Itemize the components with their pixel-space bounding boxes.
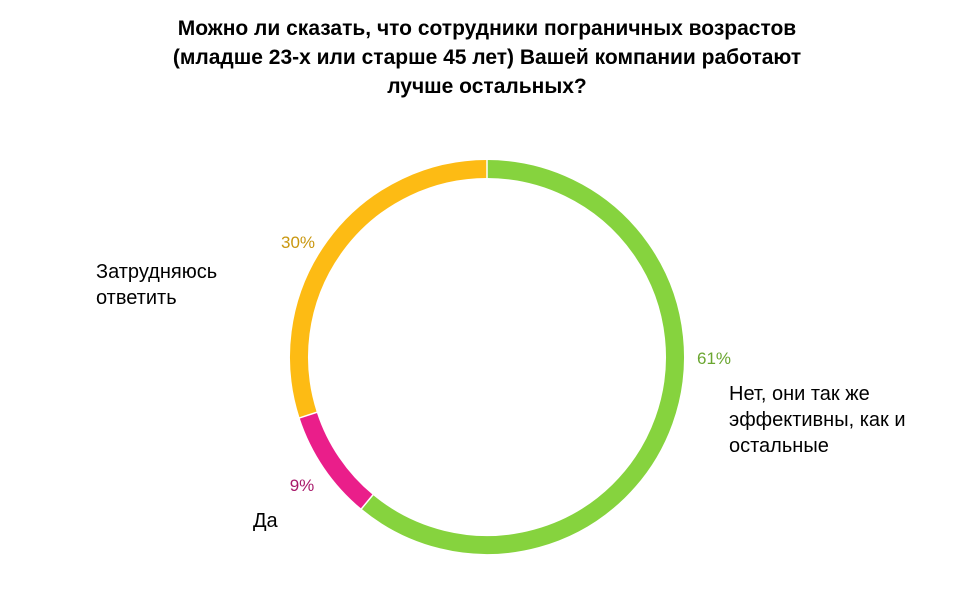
slice-category-label-no: Нет, они так же эффективны, как и осталь… <box>729 383 906 457</box>
slice-value-label-yes: 9% <box>290 476 315 495</box>
slice-category-label-unsure: Затрудняюсь ответить <box>96 261 218 309</box>
donut-ring <box>290 159 684 554</box>
slice-no <box>361 160 684 554</box>
slice-value-label-no: 61% <box>697 349 731 368</box>
slice-yes <box>299 412 374 509</box>
slice-separator <box>360 493 375 511</box>
slice-category-label-yes: Да <box>253 510 278 532</box>
chart-title: Можно ли сказать, что сотрудники пограни… <box>172 17 802 98</box>
slice-separator <box>298 411 318 419</box>
slice-unsure <box>290 160 488 418</box>
slice-value-label-unsure: 30% <box>281 233 315 252</box>
